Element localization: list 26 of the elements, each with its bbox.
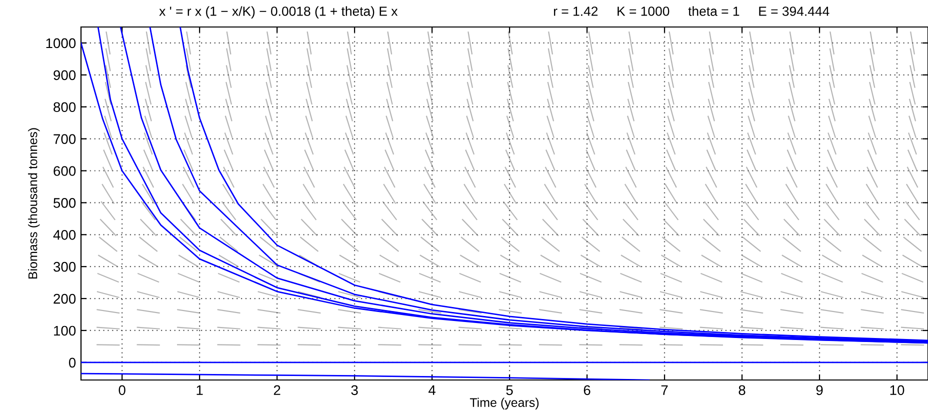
x-tick-label: 10	[890, 385, 904, 396]
x-tick-label: 8	[738, 385, 746, 396]
y-tick-label: 0	[68, 358, 76, 368]
chart-subtitle: r = 1.42 K = 1000 theta = 1 E = 394.444	[554, 6, 830, 16]
y-tick-label: 100	[54, 326, 76, 336]
x-tick-label: 9	[816, 385, 823, 396]
y-tick-label: 400	[53, 230, 76, 240]
x-tick-label: 1	[196, 385, 203, 395]
x-axis-title: Time (years)	[470, 398, 539, 410]
y-tick-label: 800	[54, 102, 76, 112]
y-tick-label: 200	[54, 294, 76, 304]
y-axis-title: Biomass (thousand tonnes)	[28, 128, 40, 279]
y-tick-label: 300	[54, 262, 76, 272]
y-tick-label: 600	[54, 166, 76, 176]
x-tick-label: 7	[661, 385, 668, 395]
y-tick-label: 700	[54, 134, 76, 144]
x-tick-label: 4	[428, 385, 436, 395]
x-tick-label: 3	[351, 385, 358, 396]
y-tick-label: 900	[54, 70, 76, 80]
x-tick-label: 0	[118, 385, 126, 396]
x-tick-label: 6	[584, 385, 590, 396]
x-tick-label: 2	[274, 385, 280, 395]
y-tick-label: 1000	[46, 38, 76, 48]
x-tick-label: 5	[506, 385, 513, 396]
chart-title: x ' = r x (1 − x/K) − 0.0018 (1 + theta) E x	[159, 6, 398, 19]
y-tick-label: 500	[54, 198, 76, 208]
